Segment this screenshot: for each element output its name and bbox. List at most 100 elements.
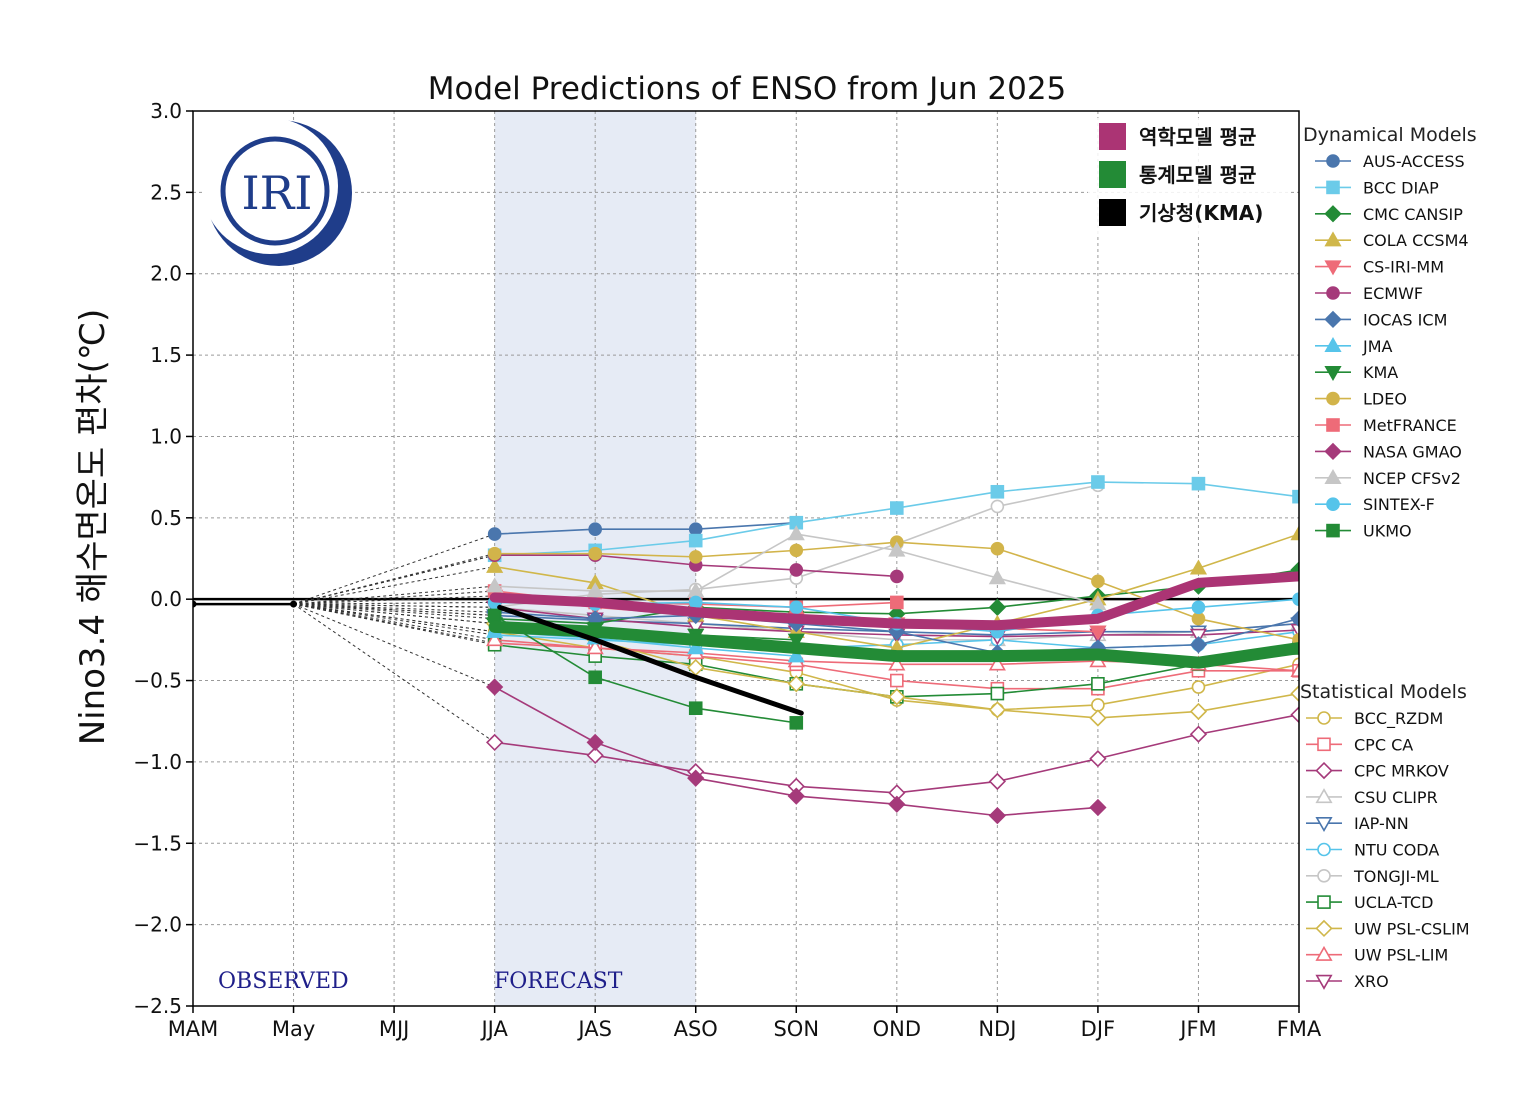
point-cpc-mrkov: [486, 733, 504, 752]
x-tick-label: FMA: [1277, 1017, 1322, 1041]
series-bcc-diap: [487, 475, 1299, 563]
legend-swatch-dyn_avg: [1099, 123, 1126, 150]
connector-uw-psl-cslim: [293, 603, 495, 625]
connector-cmc-cansip: [293, 603, 495, 620]
series-line-aus-access: [494, 521, 797, 535]
point-ldeo: [1191, 611, 1206, 626]
point-tongji-ml: [990, 499, 1005, 514]
legend-label: CPC MRKOV: [1354, 762, 1449, 781]
legend-label: UW PSL-CSLIM: [1354, 919, 1470, 938]
legend-label: NCEP CFSv2: [1363, 469, 1461, 488]
point-xro: [1290, 623, 1299, 639]
y-tick-label: 1.0: [150, 424, 182, 448]
point-nasa-gmao: [687, 769, 705, 787]
point-ncep-cfsv2: [586, 582, 604, 598]
legend-item-uw-psl-cslim: UW PSL-CSLIM: [1306, 919, 1470, 938]
legend-marker: [1326, 523, 1340, 538]
legend-marker: [1324, 260, 1342, 276]
legend-swatch-kma: [1099, 199, 1126, 226]
logo-text: IRI: [242, 166, 313, 220]
legend-item-ucla-tcd: UCLA-TCD: [1306, 893, 1433, 912]
y-tick-label: 2.5: [150, 180, 182, 204]
point-ukmo: [588, 670, 602, 685]
legend-item-xro: XRO: [1306, 972, 1389, 991]
legend-label-stat_avg: 통계모델 평균: [1139, 163, 1256, 187]
x-tick-label: DJF: [1081, 1017, 1115, 1041]
legend-label: COLA CCSM4: [1363, 231, 1469, 250]
legend-marker: [1326, 497, 1340, 512]
point-uw-psl-lim: [1290, 661, 1299, 677]
legend-label: UCLA-TCD: [1354, 893, 1433, 912]
point-ecmwf: [890, 569, 904, 584]
legend-label-kma: 기상청(KMA): [1139, 201, 1263, 225]
point-aus-access: [487, 527, 502, 541]
series-ncep-cfsv2: [486, 525, 1107, 611]
connector-uw-psl-lim: [293, 603, 495, 641]
legend-item-cs-iri-mm: CS-IRI-MM: [1315, 258, 1444, 277]
legend-item-ntu-coda: NTU CODA: [1306, 841, 1439, 860]
legend-item-iocas-icm: IOCAS ICM: [1315, 310, 1447, 329]
legend-marker: [1324, 310, 1342, 329]
legend-label: IAP-NN: [1354, 814, 1409, 833]
point-uw-psl-lim: [586, 639, 604, 655]
legend-item-cola-ccsm4: COLA CCSM4: [1315, 231, 1469, 250]
legend-marker: [1315, 788, 1333, 804]
kma-line: [497, 604, 804, 716]
legend-marker: [1324, 336, 1342, 353]
point-metfrance: [890, 595, 904, 610]
connector-bcc-rzdm: [293, 603, 495, 633]
x-tick-label: MAM: [168, 1017, 219, 1041]
point-cola-ccsm4: [486, 557, 504, 573]
point-iocas-icm: [1189, 636, 1208, 654]
x-tick-label: May: [272, 1017, 315, 1041]
connector-cpc-mrkov: [293, 603, 495, 743]
legend-label: AUS-ACCESS: [1363, 152, 1465, 171]
point-sintex-f: [1191, 600, 1206, 615]
model-legend: Dynamical Models AUS-ACCESS BCC DIAP CMC CA…: [1300, 124, 1477, 991]
point-nasa-gmao: [888, 795, 906, 813]
point-jma: [687, 639, 705, 655]
point-ucla-tcd: [990, 686, 1005, 701]
point-nasa-gmao: [1089, 798, 1107, 817]
point-sintex-f: [789, 600, 804, 615]
point-uw-psl-cslim: [988, 701, 1006, 719]
legend-item-iap-nn: IAP-NN: [1306, 814, 1409, 833]
legend-marker: [1317, 895, 1331, 909]
point-ncep-cfsv2: [787, 525, 805, 541]
point-ldeo: [588, 546, 602, 561]
point-nasa-gmao: [486, 678, 504, 696]
x-tick-label: JAS: [576, 1017, 612, 1041]
point-ukmo: [789, 716, 804, 730]
point-ldeo: [990, 541, 1005, 556]
point-ncep-cfsv2: [486, 577, 504, 593]
legend-label: LDEO: [1363, 390, 1407, 409]
point-cpc-mrkov: [1189, 725, 1208, 743]
legend-item-ukmo: UKMO: [1315, 522, 1412, 541]
point-cpc-ca: [890, 673, 904, 688]
y-axis-label: Nino3.4 해수면온도 편차(℃): [73, 309, 113, 746]
y-tick-label: −1.0: [133, 750, 182, 774]
legend-marker: [1317, 737, 1331, 752]
point-cpc-mrkov: [1089, 750, 1107, 768]
point-sintex-f: [1292, 592, 1299, 606]
legend-item-metfrance: MetFRANCE: [1315, 416, 1457, 435]
legend-item-uw-psl-lim: UW PSL-LIM: [1306, 946, 1448, 965]
legend-label: BCC_RZDM: [1354, 709, 1443, 729]
legend-label: XRO: [1354, 972, 1389, 991]
point-jma: [787, 647, 805, 663]
y-tick-label: −1.5: [133, 831, 182, 855]
point-nasa-gmao: [787, 787, 805, 805]
legend-item-sintex-f: SINTEX-F: [1315, 495, 1435, 514]
legend-marker: [1315, 761, 1333, 780]
point-ukmo: [688, 701, 703, 716]
legend-marker: [1315, 816, 1333, 833]
legend-label: SINTEX-F: [1363, 495, 1435, 514]
y-tick-label: −2.5: [133, 994, 182, 1018]
legend-item-ncep-cfsv2: NCEP CFSv2: [1315, 469, 1461, 488]
legend-item-nasa-gmao: NASA GMAO: [1315, 442, 1462, 461]
legend-marker: [1315, 974, 1333, 990]
legend-label: NASA GMAO: [1363, 442, 1462, 461]
legend-marker: [1324, 442, 1342, 461]
observed-point: [193, 600, 197, 608]
